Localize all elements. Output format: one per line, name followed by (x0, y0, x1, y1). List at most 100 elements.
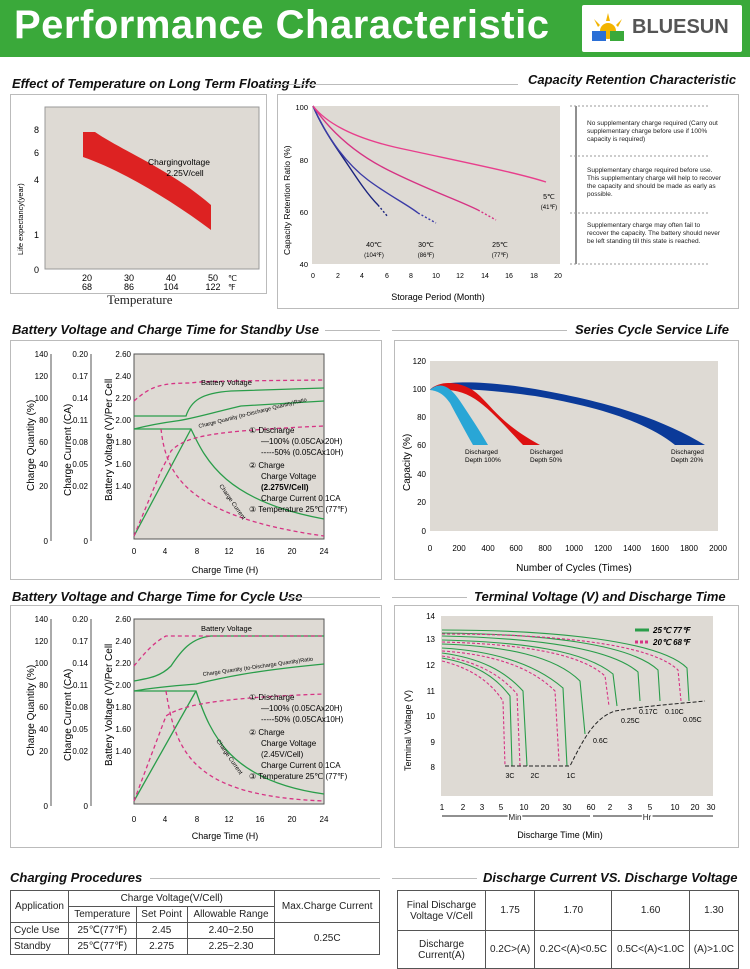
ax3-tick: 1.80 (115, 703, 131, 712)
ax3-tick: 1.60 (115, 460, 131, 469)
th-max-current: Max.Charge Current (274, 890, 380, 923)
ax1-tick: 100 (35, 394, 49, 403)
x-tick-hr: 10 (671, 803, 680, 812)
y-tick: 13 (426, 635, 435, 644)
label-depth-50: Discharged (530, 449, 563, 456)
label-25c-f: (77℉) (492, 253, 508, 259)
current-curve (134, 690, 325, 795)
label-40c-f: (104℉) (364, 253, 384, 259)
rate-label: 0.17C (639, 709, 658, 716)
th-final-voltage: Final Discharge Voltage V/Cell (397, 890, 486, 931)
x-tick: 20 (554, 273, 562, 280)
note-voltage-value: 2.25V/cell (166, 168, 203, 178)
divider (285, 597, 380, 598)
cycle-life-panel: Capacity (%) 120 100 80 60 40 20 0 0 200… (394, 340, 739, 580)
x-tick-c: 40 (166, 273, 176, 283)
voltage-curve (133, 635, 324, 682)
curve-2c (441, 652, 528, 767)
min-label: Min (509, 813, 522, 822)
table-row: Cycle Use 25℃(77℉) 2.45 2.40~2.50 0.25C (10, 922, 380, 955)
table-row: Standby 25℃(77℉) 2.275 2.25~2.30 (10, 938, 380, 955)
legend-line: ① Discharge (249, 693, 295, 702)
axis1-label: Charge Quantity (%) (26, 400, 37, 491)
curve-0.6c (441, 643, 586, 735)
ax2-tick: 0.08 (72, 703, 88, 712)
x-tick: 0 (311, 273, 315, 280)
temp-life-panel: Life expectancy(year) 8 6 4 1 0 Charging… (10, 94, 267, 307)
y-tick: 9 (431, 738, 436, 747)
note-no-charge: No supplementary charge required (Carry … (587, 120, 718, 143)
x-tick: 1800 (680, 544, 698, 553)
curve-25c-dash (477, 209, 497, 221)
quantity-curve-dash (133, 425, 325, 537)
ax2-tick: 0.20 (72, 350, 88, 359)
curve-25c (312, 105, 479, 211)
legend-line: —100% (0.05CAx20H) (261, 704, 343, 713)
x-axis-label: Number of Cycles (Times) (516, 563, 632, 574)
legend-line: -----50% (0.05CAx10H) (261, 448, 344, 457)
ax3-tick: 2.40 (115, 372, 131, 381)
ax1-tick: 20 (39, 747, 48, 756)
curve-0.05c (441, 629, 690, 702)
ax1-tick: 140 (35, 350, 49, 359)
plot-area (441, 616, 713, 796)
x-tick: 16 (256, 547, 265, 556)
y-tick: 40 (417, 470, 426, 479)
curve-40c-dash (377, 204, 389, 218)
x-tick-f: 86 (124, 282, 134, 292)
th-allowable-range: Allowable Range (186, 906, 276, 923)
axis2-label: Charge Current (CA) (63, 404, 74, 496)
ax3-tick: 1.40 (115, 482, 131, 491)
ax1-tick: 80 (39, 416, 48, 425)
x-tick: 0 (132, 815, 137, 824)
x-tick-min: 1 (440, 803, 445, 812)
th-application: Application (10, 890, 69, 923)
ax2-tick: 0.14 (72, 394, 88, 403)
x-tick: 0 (428, 544, 433, 553)
x-tick-min: 3 (480, 803, 485, 812)
x-tick-min: 10 (520, 803, 529, 812)
x-tick: 1400 (623, 544, 641, 553)
curve-30c-dash (417, 212, 437, 224)
x-tick: 14 (481, 273, 489, 280)
x-tick-f: 68 (82, 282, 92, 292)
y-tick: 12 (426, 661, 435, 670)
divider (392, 330, 567, 331)
label-depth-50-value: Depth 50% (530, 457, 562, 464)
x-tick: 1000 (565, 544, 583, 553)
temp-life-chart: Life expectancy(year) 8 6 4 1 0 Charging… (16, 106, 260, 292)
ax2-tick: 0.05 (72, 725, 88, 734)
x-tick-hr: 20 (691, 803, 700, 812)
legend-line: Charge Current 0.1CA (261, 761, 341, 770)
label-depth-100: Discharged (465, 449, 498, 456)
y-tick: 100 (295, 103, 308, 112)
curve-3c (441, 657, 513, 767)
x-tick: 20 (288, 547, 297, 556)
x-tick: 4 (163, 547, 168, 556)
legend-line: Charge Voltage (261, 472, 317, 481)
ax3-tick: 2.00 (115, 416, 131, 425)
plot-area (133, 618, 325, 805)
curve-0.25c (441, 639, 618, 707)
cell-current: 0.2C<(A)<0.5C (534, 930, 613, 969)
rate-label: 0.25C (621, 718, 640, 725)
ax3-tick: 1.60 (115, 725, 131, 734)
x-tick: 2000 (709, 544, 727, 553)
cycle-life-chart: Capacity (%) 120 100 80 60 40 20 0 0 200… (402, 357, 727, 574)
quantity-curve (133, 400, 325, 430)
x-tick-c: 20 (82, 273, 92, 283)
x-tick: 0 (132, 547, 137, 556)
x-tick: 10 (432, 273, 440, 280)
ax2-tick: 0 (84, 802, 89, 811)
ax3-tick: 2.60 (115, 615, 131, 624)
ax2-tick: 0.11 (73, 416, 89, 425)
x-tick: 24 (320, 547, 329, 556)
x-tick-hr: 5 (648, 803, 653, 812)
x-axis-label: Storage Period (Month) (391, 292, 485, 302)
discharge-table: Final Discharge Voltage V/Cell 1.75 1.70… (397, 890, 740, 969)
x-tick: 400 (481, 544, 495, 553)
cycle-use-chart: Charge Quantity (%) Charge Current (CA) … (26, 615, 348, 841)
x-tick-min: 20 (541, 803, 550, 812)
axis2-label: Charge Current (CA) (63, 669, 74, 761)
legend-line: ① Discharge (249, 426, 295, 435)
